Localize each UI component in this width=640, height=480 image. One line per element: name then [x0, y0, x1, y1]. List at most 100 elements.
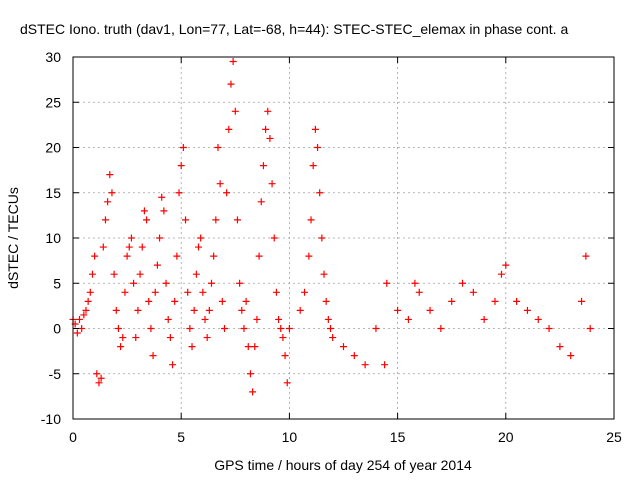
data-point [218, 297, 226, 305]
data-point [78, 325, 86, 332]
data-point [329, 334, 337, 342]
data-point [318, 234, 326, 242]
data-point [223, 189, 231, 197]
y-tick-label: 5 [53, 275, 61, 291]
y-tick-label: 20 [45, 140, 61, 156]
data-point [257, 198, 265, 206]
y-axis-label: dSTEC / TECUs [5, 187, 21, 289]
x-tick-label: 5 [177, 429, 185, 445]
data-point [480, 315, 488, 323]
y-tick-label: -10 [41, 411, 61, 427]
data-point [296, 306, 304, 314]
data-point [95, 379, 103, 387]
data-point [229, 58, 237, 66]
data-point [227, 80, 235, 88]
data-points [69, 58, 594, 396]
data-point [459, 279, 467, 287]
data-point [166, 334, 174, 342]
data-point [147, 325, 155, 332]
data-point [246, 370, 254, 378]
data-point [545, 325, 553, 332]
data-point [104, 198, 112, 206]
data-point [578, 297, 586, 305]
data-point [437, 325, 445, 332]
data-point [285, 325, 293, 332]
data-point [101, 216, 109, 224]
data-point [212, 216, 220, 224]
y-tick-label: 15 [45, 185, 61, 201]
data-point [262, 125, 270, 133]
x-tick-label: 0 [69, 429, 77, 445]
y-tick-label: 10 [45, 230, 61, 246]
data-point [586, 325, 594, 332]
data-point [182, 216, 190, 224]
data-point [73, 329, 81, 337]
data-point [114, 325, 122, 332]
data-point [91, 252, 99, 260]
data-point [112, 306, 120, 314]
data-point [82, 306, 90, 314]
data-point [84, 297, 92, 305]
data-point [108, 189, 116, 197]
data-point [130, 279, 138, 287]
data-point [233, 216, 241, 224]
data-point [149, 352, 157, 360]
data-point [121, 288, 129, 296]
data-point [268, 180, 276, 188]
data-point [469, 288, 477, 296]
data-point [491, 297, 499, 305]
data-point [205, 306, 213, 314]
data-point [190, 306, 198, 314]
data-point [214, 144, 222, 151]
data-point [125, 243, 133, 251]
data-point [311, 125, 319, 133]
data-point [322, 297, 330, 305]
data-point [426, 306, 434, 314]
data-point [301, 288, 309, 296]
data-point [277, 325, 285, 332]
data-point [567, 352, 575, 360]
data-point [117, 343, 125, 351]
data-point [134, 306, 142, 314]
data-point [324, 315, 332, 323]
data-point [164, 315, 172, 323]
data-point [556, 343, 564, 351]
data-point [513, 297, 521, 305]
data-point [381, 361, 389, 369]
data-point [283, 379, 291, 387]
data-point [119, 334, 127, 342]
data-point [207, 279, 215, 287]
data-point [361, 361, 369, 369]
data-point [177, 162, 185, 170]
data-point [266, 134, 274, 142]
data-point [279, 334, 287, 342]
data-point [275, 315, 283, 323]
data-point [220, 325, 228, 332]
data-point [143, 216, 151, 224]
data-point [270, 234, 278, 242]
data-point [86, 288, 94, 296]
data-point [502, 261, 510, 269]
data-point [259, 162, 267, 170]
data-point [186, 325, 194, 332]
data-point [123, 252, 131, 260]
data-point [160, 207, 168, 215]
data-point [151, 288, 159, 296]
data-point [225, 125, 233, 133]
data-point [411, 279, 419, 287]
data-point [201, 315, 209, 323]
data-point [264, 107, 272, 115]
data-point [281, 352, 289, 360]
data-point [158, 193, 166, 201]
data-point [162, 279, 170, 287]
data-point [238, 306, 246, 314]
data-point [272, 288, 280, 296]
data-point [145, 297, 153, 305]
data-point [523, 306, 531, 314]
data-point [320, 270, 328, 278]
data-point [138, 243, 146, 251]
data-point [153, 261, 161, 269]
data-point [171, 297, 179, 305]
data-point [255, 252, 263, 260]
